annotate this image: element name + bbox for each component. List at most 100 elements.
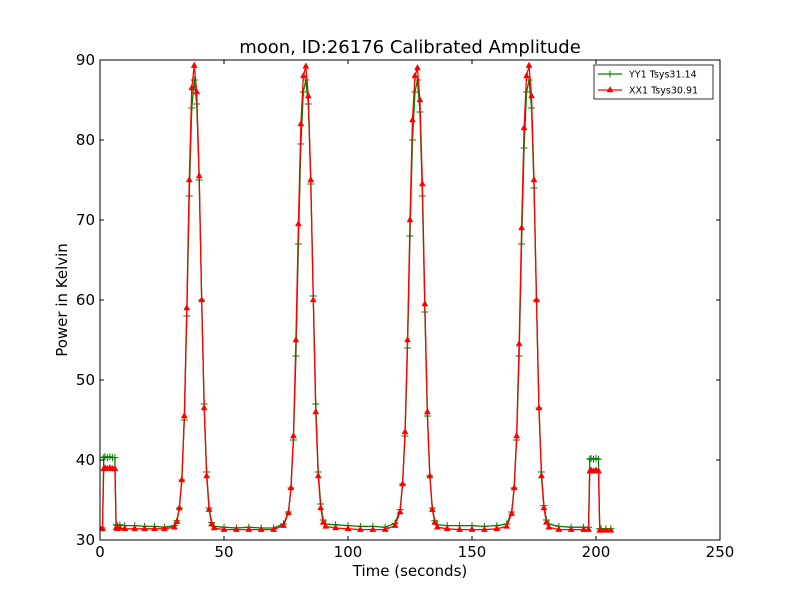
- data-point: [443, 524, 451, 532]
- data-point: [180, 411, 188, 419]
- legend-marker: [606, 70, 614, 78]
- data-point: [468, 525, 476, 532]
- data-point: [285, 508, 292, 516]
- data-point: [270, 525, 278, 532]
- data-point: [401, 427, 409, 435]
- data-point: [307, 175, 315, 183]
- data-point: [423, 407, 431, 415]
- data-point: [406, 215, 414, 223]
- data-point: [567, 525, 575, 532]
- data-point: [294, 219, 302, 227]
- data-point: [421, 299, 429, 307]
- data-point: [530, 175, 538, 183]
- data-point: [111, 454, 119, 462]
- data-point: [304, 91, 312, 99]
- data-point: [404, 335, 411, 343]
- data-point: [518, 223, 526, 231]
- data-point: [535, 403, 543, 411]
- legend-marker: [606, 85, 614, 93]
- data-point: [314, 471, 322, 479]
- legend-frame: [593, 64, 714, 100]
- data-point: [121, 524, 129, 532]
- data-point: [297, 119, 305, 127]
- data-point: [332, 523, 340, 531]
- data-point: [195, 171, 203, 179]
- data-point: [542, 518, 550, 525]
- data-point: [520, 123, 528, 131]
- data-point: [198, 295, 206, 303]
- data-point: [510, 483, 518, 491]
- data-point: [141, 524, 149, 532]
- data-point: [151, 524, 158, 532]
- data-point: [513, 431, 521, 439]
- y-tick-label: 40: [76, 451, 95, 469]
- legend-label: XX1 Tsys30.91: [629, 86, 698, 97]
- data-point: [595, 467, 602, 474]
- data-point: [210, 523, 218, 531]
- data-point: [515, 339, 523, 347]
- data-point: [428, 505, 436, 512]
- data-point: [411, 71, 419, 79]
- series-layer: [100, 61, 615, 533]
- x-tick-label: 250: [706, 543, 735, 561]
- data-point: [607, 526, 615, 533]
- data-point: [356, 525, 364, 532]
- data-point: [391, 521, 399, 528]
- data-point: [418, 179, 426, 187]
- data-point: [299, 71, 307, 79]
- data-point: [257, 525, 265, 532]
- data-point: [111, 464, 119, 472]
- data-point: [431, 518, 439, 525]
- data-point: [602, 526, 610, 533]
- y-tick-label: 90: [76, 51, 95, 69]
- y-tick-label: 60: [76, 291, 95, 309]
- data-point: [538, 471, 545, 479]
- data-point: [183, 303, 191, 311]
- data-point: [190, 76, 198, 84]
- data-point: [299, 88, 307, 96]
- data-point: [528, 91, 535, 99]
- series-xx1: [100, 61, 615, 533]
- data-point: [245, 525, 253, 532]
- data-point: [585, 525, 592, 532]
- x-tick-label: 0: [95, 543, 105, 561]
- x-axis-label: Time (seconds): [352, 562, 468, 580]
- y-tick-label: 50: [76, 371, 95, 389]
- data-point: [508, 509, 516, 516]
- data-point: [533, 295, 540, 303]
- data-point: [292, 335, 300, 343]
- data-point: [287, 483, 295, 491]
- data-point: [523, 88, 531, 96]
- data-point: [409, 115, 416, 123]
- data-point: [185, 175, 193, 183]
- x-tick-label: 50: [214, 543, 233, 561]
- legend-label: YY1 Tsys31.14: [628, 70, 697, 81]
- data-point: [322, 522, 330, 529]
- data-point: [433, 523, 441, 530]
- data-point: [493, 524, 501, 532]
- data-point: [116, 523, 124, 531]
- data-point: [594, 455, 602, 463]
- x-tick-label: 200: [582, 543, 611, 561]
- y-tick-label: 70: [76, 211, 95, 229]
- data-point: [317, 503, 325, 511]
- data-point: [205, 505, 213, 512]
- y-axis-label: Power in Kelvin: [53, 243, 71, 357]
- data-point: [170, 523, 178, 530]
- series-line: [100, 65, 611, 532]
- data-point: [161, 524, 168, 532]
- data-point: [456, 525, 464, 532]
- data-point: [545, 523, 553, 530]
- data-point: [178, 475, 186, 483]
- data-point: [399, 479, 406, 487]
- data-point: [208, 519, 216, 527]
- data-point: [312, 407, 320, 415]
- data-point: [525, 61, 533, 68]
- data-point: [523, 71, 530, 79]
- data-point: [597, 526, 605, 533]
- data-point: [188, 83, 196, 91]
- data-point: [220, 525, 228, 532]
- data-point: [416, 95, 424, 103]
